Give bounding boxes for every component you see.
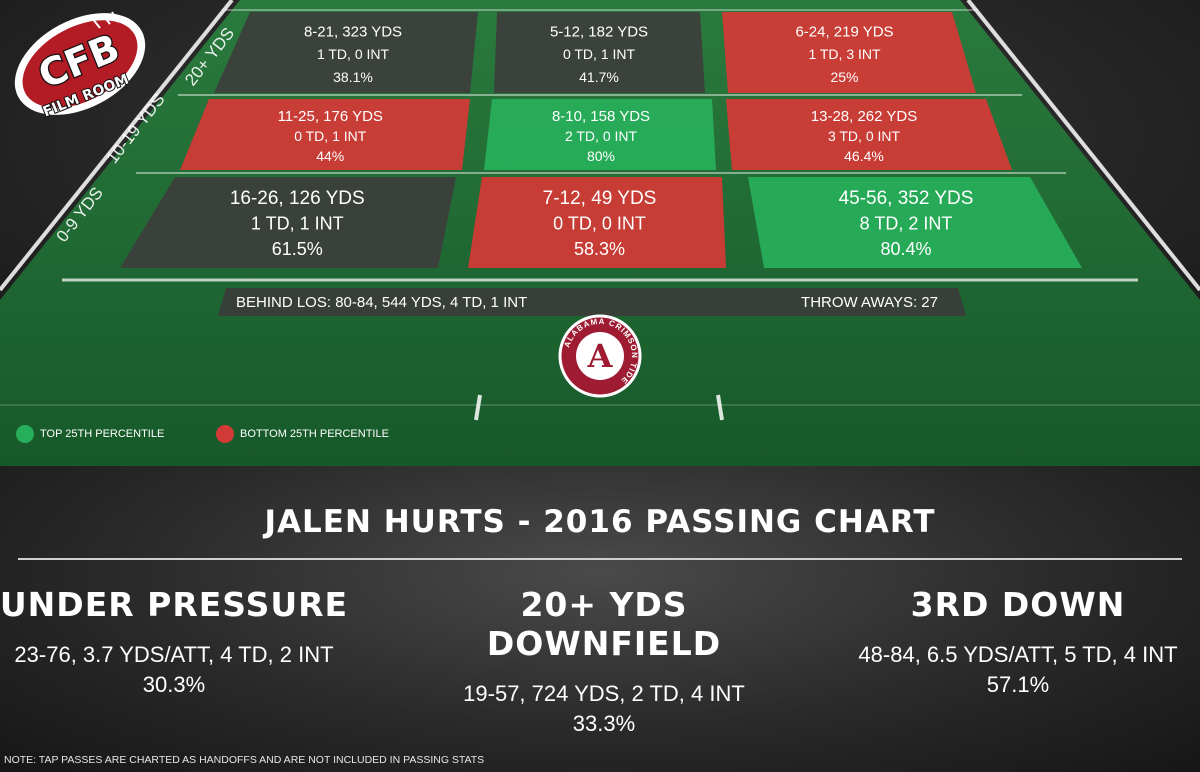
summary-line: 23-76, 3.7 YDS/ATT, 4 TD, 2 INT (14, 642, 334, 667)
cfb-film-room-logo: CFB FILM ROOM (14, 11, 146, 121)
summary-line: 19-57, 724 YDS, 2 TD, 4 INT (463, 681, 745, 706)
zone-cell-r1-c1 (484, 99, 716, 170)
zone-cell-attempts: 6-24, 219 YDS (795, 23, 893, 40)
summary-panel (0, 466, 1200, 772)
zone-cell-attempts: 11-25, 176 YDS (278, 108, 383, 125)
summary-downfield: 20+ YDS DOWNFIELD 19-57, 724 YDS, 2 TD, … (404, 585, 804, 739)
legend-bottom: BOTTOM 25TH PERCENTILE (216, 425, 389, 443)
zone-cell-r1-c2 (726, 99, 1012, 170)
zone-cell-attempts: 7-12, 49 YDS (543, 188, 657, 209)
zone-cell-td-int: 1 TD, 3 INT (808, 46, 881, 62)
alabama-logo: A ALABAMA CRIMSON TIDE (558, 314, 642, 398)
zone-cell-r0-c1 (494, 12, 705, 93)
zone-cell-td-int: 1 TD, 0 INT (317, 46, 390, 62)
zone-cell-td-int: 0 TD, 1 INT (294, 128, 367, 144)
zone-cell-attempts: 8-21, 323 YDS (304, 23, 402, 40)
zone-cell-pct: 25% (830, 69, 858, 85)
zone-cell-r1-c0 (180, 99, 470, 170)
zone-cell-attempts: 45-56, 352 YDS (839, 188, 974, 209)
zone-cell-r2-c0 (120, 177, 456, 268)
zone-cell-td-int: 0 TD, 1 INT (563, 46, 636, 62)
zone-cell-attempts: 8-10, 158 YDS (552, 108, 650, 125)
zone-cell-r2-c2 (748, 177, 1082, 268)
zone-cell-td-int: 3 TD, 0 INT (828, 128, 901, 144)
legend-top: TOP 25TH PERCENTILE (16, 425, 164, 443)
throw-aways-text: THROW AWAYS: 27 (801, 294, 938, 311)
legend-bottom-swatch (216, 425, 234, 443)
chart-title: JALEN HURTS - 2016 PASSING CHART (264, 504, 936, 540)
zone-cell-td-int: 2 TD, 0 INT (565, 128, 638, 144)
zone-cell-attempts: 13-28, 262 YDS (811, 108, 917, 125)
zone-cell-attempts: 16-26, 126 YDS (230, 188, 365, 209)
heatmap-cells: 8-21, 323 YDS 1 TD, 0 INT 38.1% 5-12, 182 Y… (120, 12, 1082, 268)
alabama-letter: A (587, 337, 614, 375)
zone-cell-td-int: 8 TD, 2 INT (860, 213, 953, 233)
football-field-chart: 20+ YDS 10-19 YDS 0-9 YDS 8-21, 323 YDS1… (0, 0, 1200, 466)
summary-pct: 30.3% (142, 672, 206, 697)
legend-top-swatch (16, 425, 34, 443)
zone-cell-td-int: 0 TD, 0 INT (553, 213, 646, 233)
summary-heading: 3RD DOWN (910, 585, 1126, 624)
zone-cell-attempts: 5-12, 182 YDS (550, 23, 648, 40)
zone-cell-td-int: 1 TD, 1 INT (251, 213, 344, 233)
summary-pct: 57.1% (986, 672, 1050, 697)
footnote: NOTE: TAP PASSES ARE CHARTED AS HANDOFFS… (4, 754, 485, 766)
zone-cell-pct: 46.4% (844, 148, 884, 164)
zone-cell-pct: 44% (316, 148, 344, 164)
zone-cell-r0-c0 (214, 12, 478, 93)
behind-los-text: BEHIND LOS: 80-84, 544 YDS, 4 TD, 1 INT (236, 294, 527, 311)
summary-line: 48-84, 6.5 YDS/ATT, 5 TD, 4 INT (858, 642, 1178, 667)
summary-under-pressure: UNDER PRESSURE 23-76, 3.7 YDS/ATT, 4 TD,… (0, 585, 374, 700)
title-divider (18, 558, 1182, 560)
zone-cell-pct: 61.5% (272, 239, 323, 259)
summary-third-down: 3RD DOWN 48-84, 6.5 YDS/ATT, 5 TD, 4 INT… (818, 585, 1200, 700)
summary-pct: 33.3% (572, 711, 636, 736)
summary-heading: UNDER PRESSURE (0, 585, 349, 624)
zone-cell-r2-c1 (468, 177, 726, 268)
zone-cell-pct: 58.3% (574, 239, 625, 259)
zone-cell-pct: 80% (587, 148, 615, 164)
zone-cell-r0-c2 (722, 12, 976, 93)
zone-cell-pct: 38.1% (333, 69, 373, 85)
legend-top-label: TOP 25TH PERCENTILE (40, 428, 165, 440)
behind-los-bar (218, 288, 966, 316)
legend-bottom-label: BOTTOM 25TH PERCENTILE (240, 428, 389, 440)
summary-heading: 20+ YDS DOWNFIELD (486, 585, 722, 663)
zone-cell-pct: 80.4% (880, 239, 931, 259)
zone-cell-pct: 41.7% (579, 69, 619, 85)
